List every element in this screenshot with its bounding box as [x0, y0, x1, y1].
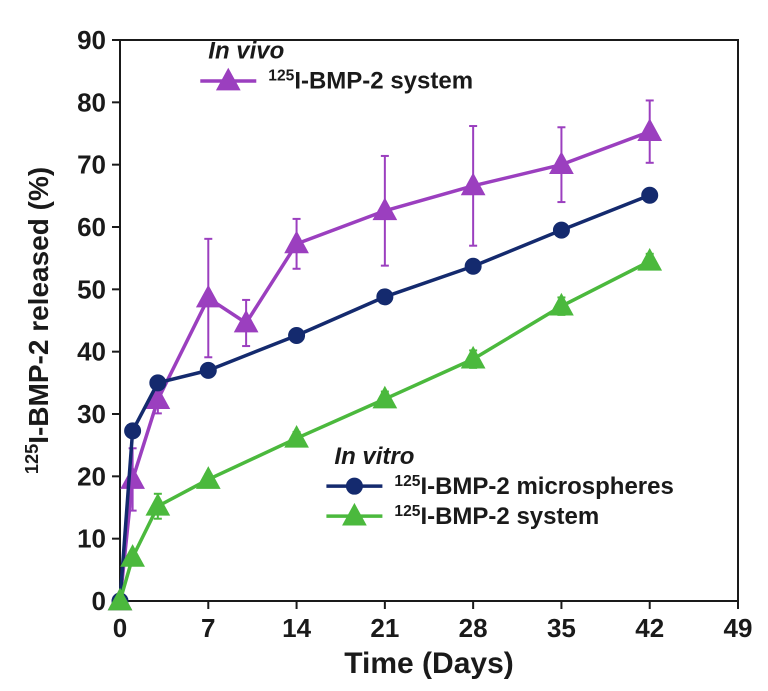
series-marker — [373, 387, 396, 408]
y-tick-label: 90 — [77, 25, 106, 55]
series-marker — [121, 467, 144, 488]
legend: In vivo125I-BMP-2 system — [200, 38, 473, 95]
series-marker — [200, 362, 216, 378]
series-marker — [150, 375, 166, 391]
y-tick-label: 20 — [77, 461, 106, 491]
x-tick-label: 35 — [547, 613, 576, 643]
y-axis-label: 125I-BMP-2 released (%) — [22, 167, 54, 474]
series-marker — [642, 187, 658, 203]
y-tick-label: 10 — [77, 524, 106, 554]
series-marker — [235, 311, 258, 332]
series-marker — [146, 494, 169, 515]
series-marker — [553, 222, 569, 238]
y-tick-label: 60 — [77, 212, 106, 242]
release-chart: 0 7 14 21 28 35 42 49 Time (Days) 0 10 20 30 40 50 60 70… — [0, 0, 768, 691]
series-marker — [465, 258, 481, 274]
legend-sample-marker — [346, 478, 362, 494]
y-tick-label: 30 — [77, 399, 106, 429]
series-marker — [289, 327, 305, 343]
series-marker — [377, 289, 393, 305]
legend-entry-label: 125I-BMP-2 system — [268, 67, 473, 95]
x-tick-label: 7 — [201, 613, 215, 643]
series-vivo_system — [108, 100, 661, 609]
legend-entry-label: 125I-BMP-2 microspheres — [394, 472, 673, 500]
series-marker — [197, 467, 220, 488]
y-tick-label: 0 — [92, 586, 106, 616]
series-marker — [550, 294, 573, 315]
y-tick-label: 80 — [77, 87, 106, 117]
legend: In vitro125I-BMP-2 microspheres125I-BMP-… — [326, 443, 673, 530]
x-tick-label: 28 — [459, 613, 488, 643]
chart-container: 0 7 14 21 28 35 42 49 Time (Days) 0 10 20 30 40 50 60 70… — [0, 0, 768, 691]
y-tick-label: 70 — [77, 150, 106, 180]
series-marker — [462, 347, 485, 368]
series-marker — [638, 119, 661, 140]
x-tick-label: 49 — [724, 613, 753, 643]
y-tick-label: 50 — [77, 274, 106, 304]
y-tick-label: 40 — [77, 337, 106, 367]
legend-title: In vitro — [334, 443, 414, 470]
series-marker — [197, 286, 220, 307]
series-marker — [638, 249, 661, 270]
legend-entry-label: 125I-BMP-2 system — [394, 502, 599, 530]
legend-title: In vivo — [208, 38, 284, 65]
x-tick-label: 42 — [635, 613, 664, 643]
series-marker — [125, 423, 141, 439]
x-tick-label: 14 — [282, 613, 311, 643]
x-tick-label: 0 — [113, 613, 127, 643]
x-tick-label: 21 — [370, 613, 399, 643]
x-axis-label: Time (Days) — [344, 647, 514, 680]
